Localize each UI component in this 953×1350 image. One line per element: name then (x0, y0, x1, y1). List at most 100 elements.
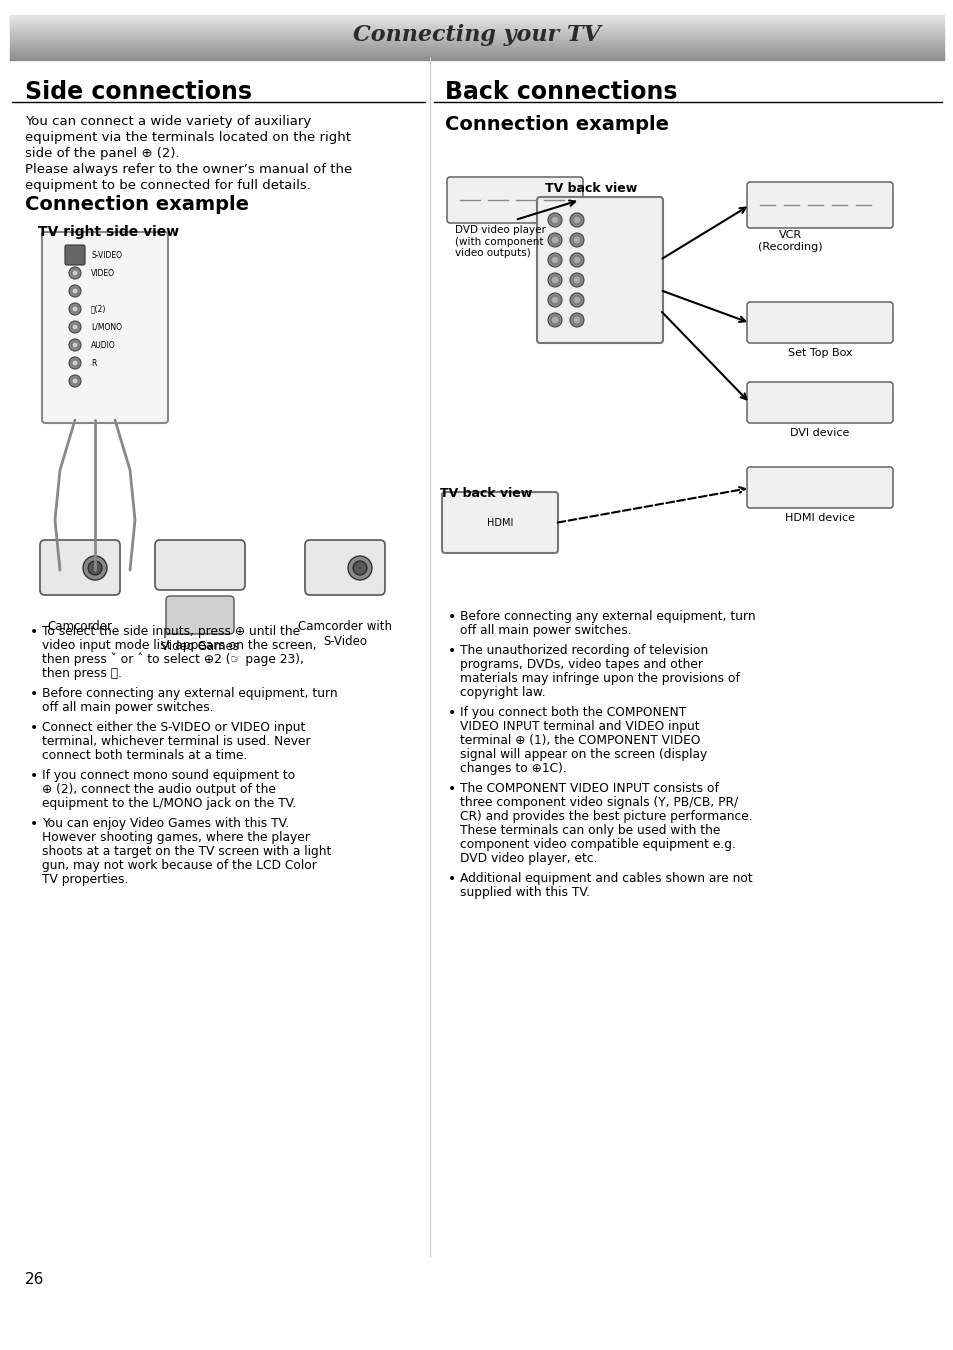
Text: TV properties.: TV properties. (42, 873, 129, 886)
Circle shape (573, 256, 580, 265)
Text: CR) and provides the best picture performance.: CR) and provides the best picture perfor… (459, 810, 752, 824)
Text: equipment to the L/MONO jack on the TV.: equipment to the L/MONO jack on the TV. (42, 796, 296, 810)
FancyBboxPatch shape (42, 232, 168, 423)
Text: Connecting your TV: Connecting your TV (353, 24, 600, 46)
Text: video input mode list appears on the screen,: video input mode list appears on the scr… (42, 639, 316, 652)
Circle shape (569, 273, 583, 288)
Text: off all main power switches.: off all main power switches. (42, 701, 213, 714)
Circle shape (83, 556, 107, 580)
FancyBboxPatch shape (166, 595, 233, 634)
FancyBboxPatch shape (746, 382, 892, 423)
Text: AUDIO: AUDIO (91, 340, 115, 350)
Text: terminal ⊕ (1), the COMPONENT VIDEO: terminal ⊕ (1), the COMPONENT VIDEO (459, 734, 700, 747)
Text: •: • (448, 782, 456, 796)
Circle shape (348, 556, 372, 580)
Circle shape (569, 234, 583, 247)
Circle shape (69, 339, 81, 351)
Circle shape (547, 293, 561, 306)
Circle shape (573, 216, 580, 224)
Text: Connect either the S-VIDEO or VIDEO input: Connect either the S-VIDEO or VIDEO inpu… (42, 721, 305, 734)
Text: S-VIDEO: S-VIDEO (91, 251, 122, 259)
Text: connect both terminals at a time.: connect both terminals at a time. (42, 749, 247, 761)
Circle shape (547, 234, 561, 247)
Circle shape (71, 306, 78, 312)
Circle shape (71, 324, 78, 329)
Text: VCR
(Recording): VCR (Recording) (757, 230, 821, 251)
Circle shape (71, 378, 78, 383)
Text: You can enjoy Video Games with this TV.: You can enjoy Video Games with this TV. (42, 817, 289, 830)
Circle shape (547, 313, 561, 327)
Text: •: • (448, 644, 456, 657)
Text: materials may infringe upon the provisions of: materials may infringe upon the provisio… (459, 672, 740, 684)
Text: These terminals can only be used with the: These terminals can only be used with th… (459, 824, 720, 837)
FancyBboxPatch shape (65, 244, 85, 265)
Text: equipment via the terminals located on the right: equipment via the terminals located on t… (25, 131, 351, 144)
Text: side of the panel ⊕ (2).: side of the panel ⊕ (2). (25, 147, 179, 161)
Text: Video Games: Video Games (161, 640, 239, 653)
Text: three component video signals (Y, PB/CB, PR/: three component video signals (Y, PB/CB,… (459, 796, 738, 809)
Text: programs, DVDs, video tapes and other: programs, DVDs, video tapes and other (459, 657, 702, 671)
Text: The COMPONENT VIDEO INPUT consists of: The COMPONENT VIDEO INPUT consists of (459, 782, 719, 795)
Text: gun, may not work because of the LCD Color: gun, may not work because of the LCD Col… (42, 859, 316, 872)
FancyBboxPatch shape (305, 540, 385, 595)
FancyBboxPatch shape (746, 182, 892, 228)
Circle shape (569, 252, 583, 267)
Text: Connection example: Connection example (444, 115, 668, 134)
Text: component video compatible equipment e.g.: component video compatible equipment e.g… (459, 838, 735, 850)
Circle shape (573, 296, 580, 304)
Circle shape (551, 296, 558, 304)
Circle shape (547, 273, 561, 288)
Circle shape (551, 216, 558, 224)
FancyBboxPatch shape (746, 302, 892, 343)
Text: •: • (448, 706, 456, 720)
Text: terminal, whichever terminal is used. Never: terminal, whichever terminal is used. Ne… (42, 734, 311, 748)
Text: To select the side inputs, press ⊕ until the: To select the side inputs, press ⊕ until… (42, 625, 300, 639)
Text: Set Top Box: Set Top Box (787, 348, 851, 358)
FancyBboxPatch shape (154, 540, 245, 590)
Text: •: • (30, 721, 38, 734)
Text: You can connect a wide variety of auxiliary: You can connect a wide variety of auxili… (25, 115, 311, 128)
Circle shape (69, 375, 81, 387)
Circle shape (569, 293, 583, 306)
FancyBboxPatch shape (537, 197, 662, 343)
Text: DVI device: DVI device (789, 428, 849, 437)
Circle shape (569, 213, 583, 227)
Text: Camcorder: Camcorder (48, 620, 112, 633)
Circle shape (573, 236, 580, 244)
FancyBboxPatch shape (447, 177, 582, 223)
Circle shape (573, 275, 580, 284)
Circle shape (551, 256, 558, 265)
Text: •: • (30, 817, 38, 832)
Circle shape (569, 313, 583, 327)
Text: VIDEO: VIDEO (91, 269, 115, 278)
FancyBboxPatch shape (441, 491, 558, 554)
Circle shape (69, 321, 81, 333)
Text: TV right side view: TV right side view (38, 225, 179, 239)
Text: •: • (448, 872, 456, 886)
Text: then press ˇ or ˆ to select ⊕2 (☞ page 23),: then press ˇ or ˆ to select ⊕2 (☞ page 2… (42, 653, 304, 667)
Text: off all main power switches.: off all main power switches. (459, 624, 631, 637)
Circle shape (547, 213, 561, 227)
Text: However shooting games, where the player: However shooting games, where the player (42, 832, 310, 844)
Text: HDMI: HDMI (486, 518, 513, 528)
Text: Connection example: Connection example (25, 194, 249, 215)
Text: equipment to be connected for full details.: equipment to be connected for full detai… (25, 180, 311, 192)
FancyBboxPatch shape (40, 540, 120, 595)
Text: Side connections: Side connections (25, 80, 252, 104)
Circle shape (69, 302, 81, 315)
Text: TV back view: TV back view (439, 487, 532, 500)
Text: •: • (448, 610, 456, 624)
Text: copyright law.: copyright law. (459, 686, 545, 699)
Text: L/MONO: L/MONO (91, 323, 122, 332)
Text: •: • (30, 769, 38, 783)
Circle shape (71, 342, 78, 348)
Circle shape (71, 360, 78, 366)
Text: Before connecting any external equipment, turn: Before connecting any external equipment… (42, 687, 337, 701)
Circle shape (353, 562, 367, 575)
Circle shape (551, 316, 558, 324)
Text: Camcorder with
S-Video: Camcorder with S-Video (297, 620, 392, 648)
Text: DVD video player, etc.: DVD video player, etc. (459, 852, 597, 865)
Text: If you connect mono sound equipment to: If you connect mono sound equipment to (42, 769, 294, 782)
Text: signal will appear on the screen (display: signal will appear on the screen (displa… (459, 748, 706, 761)
Text: •: • (30, 625, 38, 639)
